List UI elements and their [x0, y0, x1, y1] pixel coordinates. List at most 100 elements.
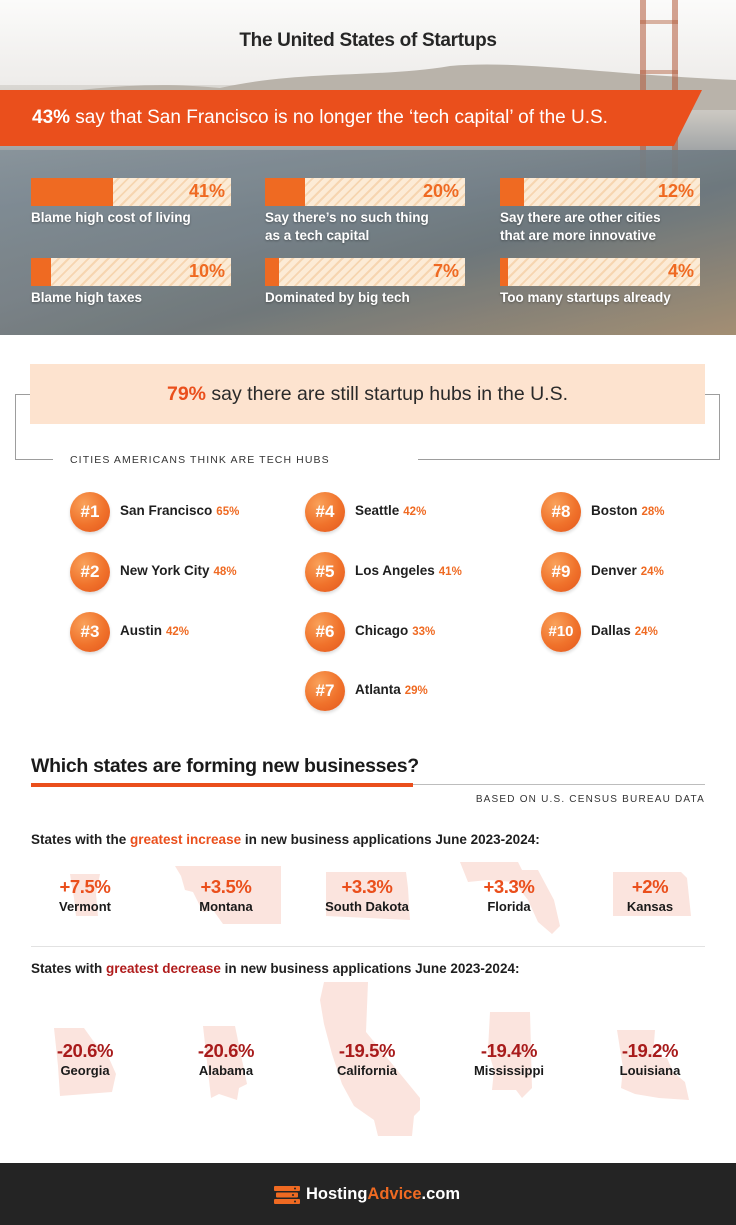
- state-value: +7.5%: [59, 876, 111, 897]
- state-name: Montana: [199, 899, 253, 914]
- reason-pct: 41%: [188, 181, 225, 201]
- city-pct: 24%: [634, 626, 658, 638]
- city-name: New York City 48%: [120, 563, 237, 578]
- rank-badge: #10: [541, 612, 581, 652]
- state-value: -19.5%: [338, 1040, 396, 1061]
- georgia-shape-icon: [54, 1028, 116, 1096]
- reason-label: Dominated by big tech: [265, 290, 410, 305]
- reason-pct: 4%: [667, 261, 694, 281]
- reason-stat: 7% Dominated by big tech: [265, 258, 465, 322]
- rank-badge: #4: [305, 492, 345, 532]
- state-name: Mississippi: [473, 1063, 545, 1078]
- city-pct: 24%: [640, 566, 664, 578]
- reason-fill: [31, 258, 51, 286]
- city-name: Atlanta 29%: [355, 682, 428, 697]
- state-value: +2%: [631, 876, 669, 897]
- city-name: Seattle 42%: [355, 503, 427, 518]
- state-decrease-item: -19.4% Mississippi: [444, 1012, 574, 1098]
- rank-badge: #9: [541, 552, 581, 592]
- state-increase-item: +2% Kansas: [585, 872, 715, 916]
- reason-stat: 10% Blame high taxes: [31, 258, 231, 322]
- kansas-shape-icon: [613, 872, 691, 916]
- reason-stat: 4% Too many startups already: [500, 258, 700, 322]
- city-pct: 42%: [166, 626, 190, 638]
- city-name: Dallas 24%: [591, 623, 658, 638]
- state-value: -20.6%: [197, 1040, 255, 1061]
- hub-headline-box: 79% say there are still startup hubs in …: [30, 364, 705, 424]
- state-increase-item: +3.3% South Dakota: [302, 872, 432, 920]
- state-value: +3.5%: [200, 876, 252, 897]
- sf-banner-text: 43% say that San Francisco is no longer …: [32, 107, 608, 128]
- state-decrease-item: -20.6% Alabama: [161, 1026, 291, 1100]
- increase-heading: States with the greatest increase in new…: [31, 832, 540, 847]
- state-value: -19.4%: [480, 1040, 538, 1061]
- page-title: The United States of Startups: [239, 30, 497, 51]
- rank-badge: #6: [305, 612, 345, 652]
- sf-banner: 43% say that San Francisco is no longer …: [0, 90, 702, 146]
- rank-badge: #8: [541, 492, 581, 532]
- rank-badge: #5: [305, 552, 345, 592]
- vermont-shape-icon: [70, 874, 100, 916]
- state-increase-item: +7.5% Vermont: [20, 874, 150, 916]
- city-pct: 65%: [216, 506, 240, 518]
- city-name: Denver 24%: [591, 563, 664, 578]
- reason-label: Blame high taxes: [31, 290, 143, 305]
- hub-frame-lines: [15, 394, 720, 460]
- city-pct: 41%: [438, 566, 462, 578]
- rank-badge: #1: [70, 492, 110, 532]
- city-name: San Francisco 65%: [120, 503, 240, 518]
- reason-fill: [31, 178, 113, 206]
- state-value: -19.2%: [621, 1040, 679, 1061]
- section-divider: [31, 946, 705, 947]
- reason-label: Say there’s no such thing as a tech capit…: [265, 210, 429, 243]
- city-pct: 42%: [403, 506, 427, 518]
- state-value: +3.3%: [341, 876, 393, 897]
- rank-badge: #7: [305, 671, 345, 711]
- brand-wordmark: HostingAdvice.com: [306, 1185, 461, 1203]
- reason-pct: 20%: [422, 181, 459, 201]
- california-shape-icon: [320, 982, 420, 1136]
- state-decrease-item: -20.6% Georgia: [20, 1028, 150, 1096]
- state-name: Vermont: [58, 899, 111, 914]
- state-name: Kansas: [626, 899, 674, 914]
- reason-pct: 12%: [657, 181, 694, 201]
- state-value: -20.6%: [56, 1040, 114, 1061]
- reason-label: Too many startups already: [500, 290, 671, 305]
- mississippi-shape-icon: [488, 1012, 532, 1098]
- reason-fill: [265, 258, 279, 286]
- state-increase-item: +3.5% Montana: [161, 866, 291, 924]
- server-stack-logo-icon: [274, 1186, 300, 1204]
- state-name: Louisiana: [619, 1063, 681, 1078]
- reason-stat: 20% Say there’s no such thing as a tech c…: [265, 178, 465, 243]
- city-name: Los Angeles 41%: [355, 563, 462, 578]
- states-section-title: Which states are forming new businesses?: [31, 755, 419, 777]
- state-decrease-item: -19.5% California: [302, 982, 432, 1136]
- state-value: +3.3%: [483, 876, 535, 897]
- city-pct: 28%: [641, 506, 665, 518]
- state-name: South Dakota: [325, 899, 409, 914]
- title-accent-bar: [31, 783, 413, 787]
- city-name: Chicago 33%: [355, 623, 436, 638]
- alabama-shape-icon: [203, 1026, 247, 1100]
- decrease-heading: States with greatest decrease in new bus…: [31, 961, 520, 976]
- state-increase-item: +3.3% Florida: [444, 862, 574, 934]
- hub-subtitle: CITIES AMERICANS THINK ARE TECH HUBS: [70, 454, 330, 466]
- state-name: Alabama: [198, 1063, 254, 1078]
- rank-badge: #3: [70, 612, 110, 652]
- city-pct: 29%: [404, 685, 428, 697]
- data-source-note: BASED ON U.S. CENSUS BUREAU DATA: [475, 794, 705, 805]
- reason-fill: [500, 258, 508, 286]
- florida-shape-icon: [460, 862, 560, 934]
- state-name: California: [337, 1063, 397, 1078]
- reason-fill: [500, 178, 524, 206]
- south-dakota-shape-icon: [326, 872, 410, 920]
- reason-pct: 7%: [432, 261, 459, 281]
- state-name: Georgia: [60, 1063, 110, 1078]
- city-name: Boston 28%: [591, 503, 665, 518]
- city-pct: 33%: [412, 626, 436, 638]
- louisiana-shape-icon: [617, 1030, 689, 1100]
- city-pct: 48%: [213, 566, 237, 578]
- reason-fill: [265, 178, 305, 206]
- montana-shape-icon: [175, 866, 281, 924]
- city-name: Austin 42%: [120, 623, 190, 638]
